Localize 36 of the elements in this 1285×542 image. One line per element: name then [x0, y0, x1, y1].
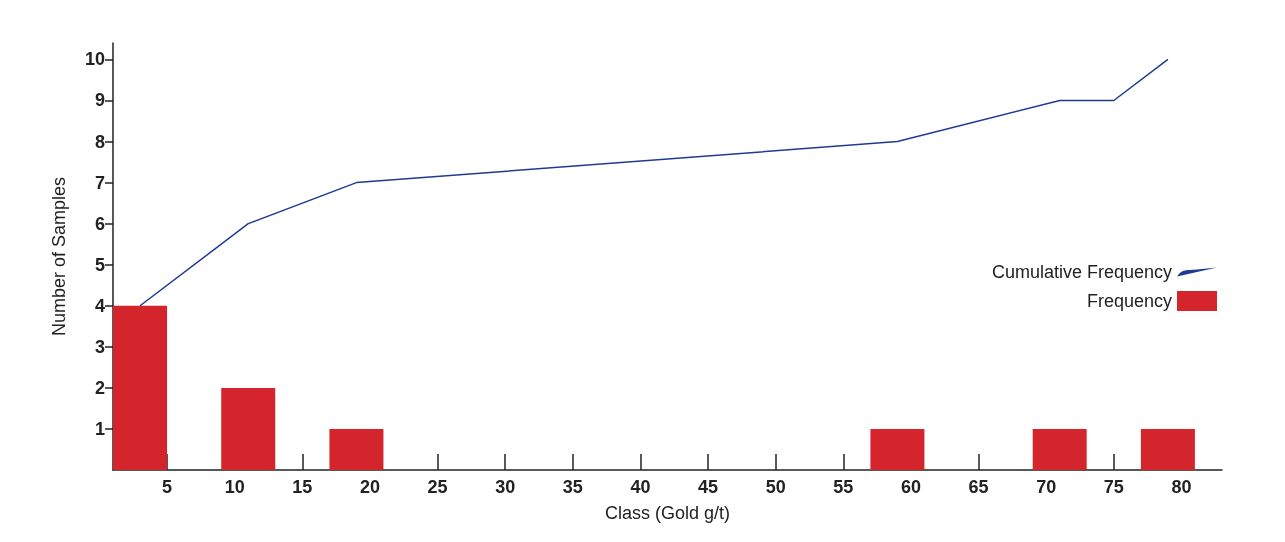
y-tick-label: 3	[94, 336, 105, 357]
x-tick-label: 75	[1103, 477, 1124, 497]
bar	[870, 428, 925, 470]
y-axis-title: Number of Samples	[49, 176, 69, 337]
x-tick-label: 45	[698, 477, 719, 497]
y-tick-label: 5	[94, 254, 105, 275]
x-tick-label: 40	[630, 477, 651, 497]
x-tick-label: 80	[1171, 477, 1192, 497]
x-tick-label: 55	[833, 477, 854, 497]
y-tick-label: 1	[94, 418, 105, 439]
x-axis-title: Class (Gold g/t)	[604, 503, 731, 523]
y-tick-label: 8	[94, 131, 105, 152]
y-tick-label: 2	[94, 377, 105, 398]
x-tick-label: 5	[162, 477, 173, 497]
x-tick-label: 35	[562, 477, 583, 497]
x-tick-label: 70	[1036, 477, 1057, 497]
bar	[113, 305, 168, 470]
x-tick-label: 65	[968, 477, 989, 497]
x-tick-label: 15	[292, 477, 313, 497]
bar	[221, 387, 276, 470]
bar	[1140, 428, 1195, 470]
y-tick-label: 6	[94, 213, 105, 234]
x-tick-label: 10	[224, 477, 245, 497]
legend-label: Cumulative Frequency	[991, 262, 1172, 282]
bar	[1032, 428, 1087, 470]
y-tick-label: 9	[94, 90, 105, 111]
legend-label: Frequency	[1086, 291, 1172, 311]
bar	[329, 428, 384, 470]
x-tick-label: 60	[900, 477, 921, 497]
x-tick-label: 20	[359, 477, 380, 497]
x-tick-label: 30	[495, 477, 516, 497]
x-tick-label: 50	[765, 477, 786, 497]
y-tick-label: 7	[94, 172, 105, 193]
x-tick-label: 25	[427, 477, 448, 497]
y-tick-label: 4	[94, 295, 105, 316]
y-tick-label: 10	[84, 49, 105, 70]
